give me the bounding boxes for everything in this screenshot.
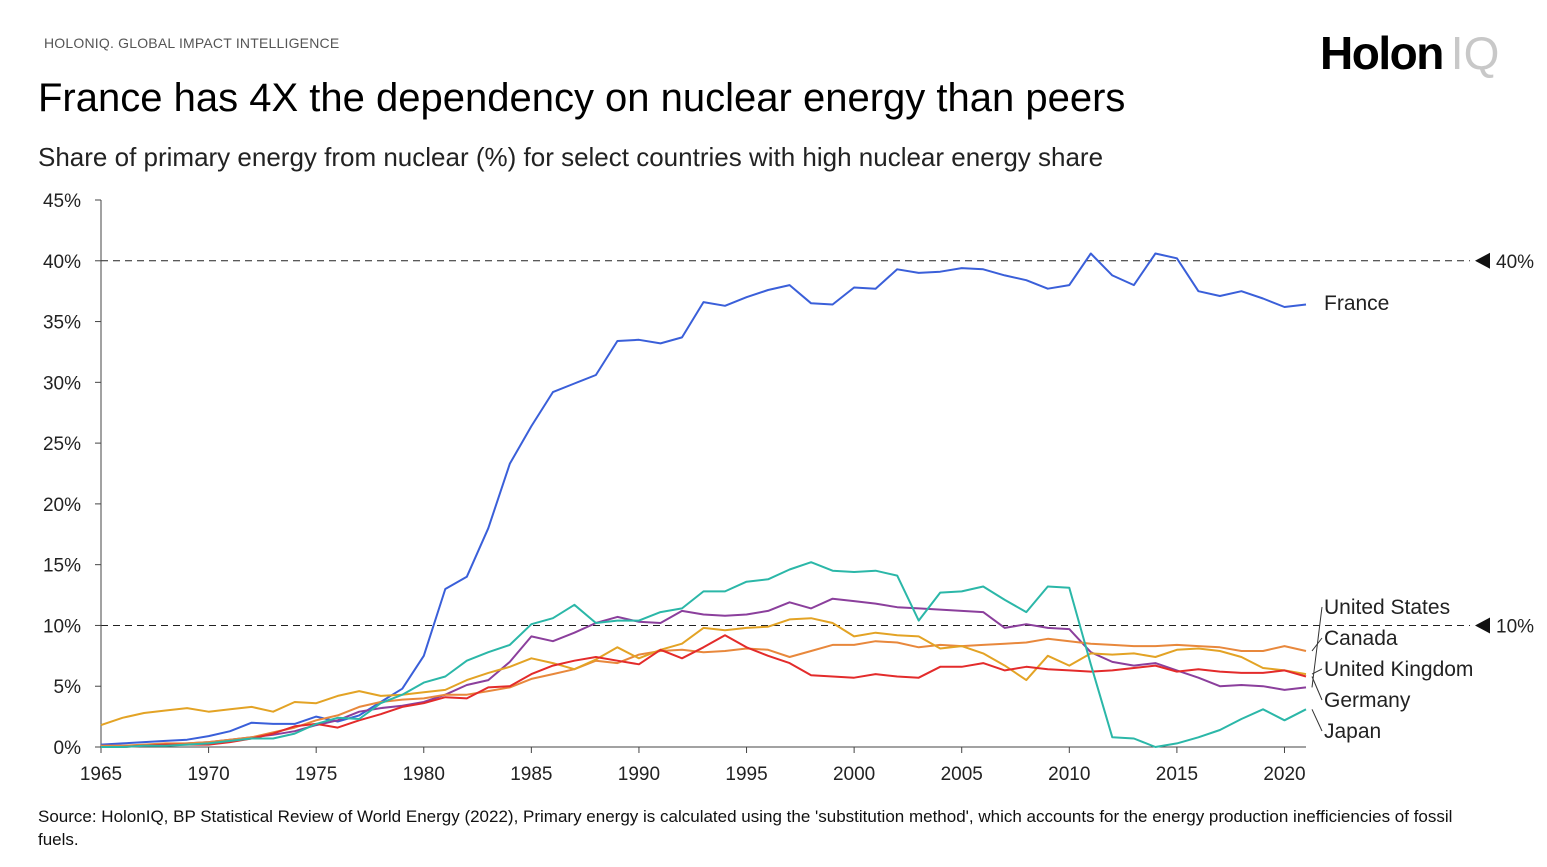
x-tick-label: 1995: [725, 764, 767, 785]
y-tick-label: 10%: [43, 616, 81, 637]
leader-line-united-kingdom: [1311, 668, 1323, 675]
series-lines: [100, 252, 1307, 748]
series-label-germany: Germany: [1324, 689, 1411, 712]
brand-tagline: HOLONIQ. GLOBAL IMPACT INTELLIGENCE: [44, 35, 340, 51]
y-tick-label: 30%: [43, 373, 81, 394]
x-tick-label: 1975: [295, 764, 337, 785]
chart-title: France has 4X the dependency on nuclear …: [38, 76, 1126, 120]
y-tick-label: 15%: [43, 556, 81, 577]
y-tick-label: 0%: [54, 738, 82, 759]
leader-line-united-states: [1311, 606, 1323, 688]
x-tick-label: 1980: [403, 764, 445, 785]
source-note: Source: HolonIQ, BP Statistical Review o…: [38, 807, 1453, 849]
x-tick-label: 2015: [1156, 764, 1198, 785]
x-tick-label: 1970: [187, 764, 229, 785]
logo-main-text: Holon: [1320, 27, 1444, 79]
x-tick-label: 1965: [80, 764, 122, 785]
y-tick-label: 5%: [54, 677, 82, 698]
leader-line-japan: [1311, 709, 1323, 732]
reference-arrow-icon: [1475, 617, 1490, 634]
series-line-united-states: [101, 597, 1307, 747]
reference-arrow-icon: [1475, 252, 1490, 269]
series-label-france: France: [1324, 292, 1389, 315]
x-tick-label: 1985: [510, 764, 552, 785]
x-tick-label: 2020: [1263, 764, 1305, 785]
reference-line-label: 40%: [1496, 252, 1534, 273]
y-tick-label: 45%: [43, 191, 81, 212]
series-labels: France United States Canada United Kingdom G…: [1311, 292, 1473, 743]
series-line-germany: [101, 634, 1307, 748]
y-tick-label: 40%: [43, 252, 81, 273]
series-line-japan: [101, 561, 1307, 748]
series-label-canada: Canada: [1324, 627, 1398, 650]
logo-suffix-text: IQ: [1450, 27, 1500, 79]
chart-axes: 0% 5% 10% 15% 20% 25% 30% 35% 40% 45% 1965 1970 1975…: [43, 191, 1306, 785]
series-label-japan: Japan: [1324, 720, 1381, 743]
leader-line-germany: [1311, 676, 1323, 701]
holoniq-logo: Holon IQ: [1320, 26, 1499, 80]
x-tick-label: 2010: [1048, 764, 1090, 785]
chart-subtitle: Share of primary energy from nuclear (%)…: [38, 142, 1104, 172]
reference-line-label: 10%: [1496, 616, 1534, 637]
x-tick-label: 1990: [618, 764, 660, 785]
leader-line-canada: [1311, 637, 1323, 652]
series-line-france: [100, 252, 1307, 746]
reference-lines: 40% 10%: [101, 252, 1534, 637]
series-label-united-states: United States: [1324, 596, 1450, 619]
x-tick-label: 2005: [941, 764, 983, 785]
series-line-united-kingdom: [100, 617, 1307, 727]
x-tick-label: 2000: [833, 764, 875, 785]
series-label-united-kingdom: United Kingdom: [1324, 658, 1473, 681]
y-tick-label: 20%: [43, 495, 81, 516]
y-tick-label: 25%: [43, 434, 81, 455]
y-tick-label: 35%: [43, 313, 81, 334]
